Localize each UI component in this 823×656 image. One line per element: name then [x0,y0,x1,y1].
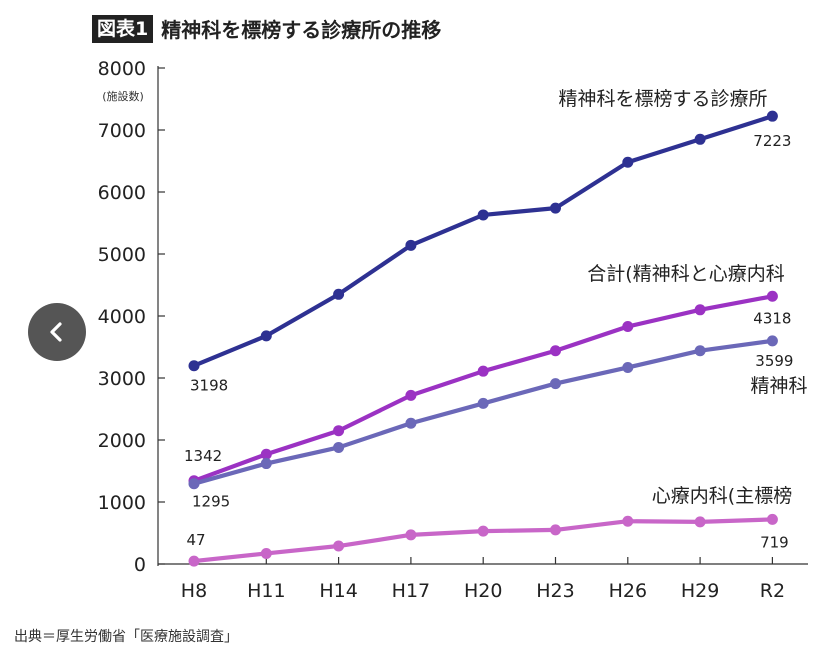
data-point [333,288,345,300]
data-point [188,555,200,567]
data-point [622,156,634,168]
data-point [622,515,634,527]
series-line [193,338,773,486]
data-point [550,378,561,390]
data-label: 3599 [755,352,793,370]
y-tick-label: 4000 [98,306,146,328]
data-point [477,397,489,409]
series-name-label: 精神科を標榜する診療所 [558,88,767,110]
y-tick-label: 2000 [98,430,146,452]
x-tick-label: R2 [760,580,785,602]
x-tick-label: H8 [181,580,207,602]
data-point [766,110,778,122]
x-tick-label: H11 [247,580,285,602]
data-point [694,516,706,528]
series-name-label: 心療内科(主標榜 [652,485,792,507]
series-name-label: 合計(精神科と心療内科 [587,263,784,285]
data-label: 1295 [192,493,230,511]
data-label: 1342 [184,447,222,465]
x-tick-label: H20 [464,580,502,602]
data-point [550,345,561,357]
back-button[interactable] [28,303,86,361]
data-point [405,389,417,401]
x-tick-label: H29 [681,580,719,602]
data-point [694,345,706,357]
y-tick-label: 7000 [98,120,146,142]
y-tick-label: 1000 [98,492,146,514]
data-point [766,290,778,302]
data-point [260,547,272,559]
data-point [188,478,200,490]
y-tick-label: 5000 [98,244,146,266]
data-label: 47 [186,531,205,549]
y-tick-label: 3000 [98,368,146,390]
data-point [260,448,272,460]
data-point [550,202,561,214]
series-line [193,114,774,368]
data-point [260,458,272,470]
data-point [622,321,634,333]
data-point [405,239,417,251]
y-axis-unit-label: (施設数) [102,89,144,103]
data-point [766,335,778,347]
data-point [405,529,417,541]
data-point [622,361,634,373]
figure-badge: 図表1 [92,14,154,43]
y-tick-label: 0 [134,554,146,576]
data-label: 719 [760,533,789,551]
data-point [550,524,561,536]
data-point [333,441,345,453]
series-name-label: 精神科 [750,375,807,397]
data-point [694,133,706,145]
data-point [477,525,489,537]
chart-title: 精神科を標榜する診療所の推移 [161,18,442,42]
line-chart: 0 1000 2000 3000 4000 5000 6000 7000 8000 (施設数) H8… [98,58,808,602]
x-tick-label: H23 [536,580,574,602]
data-label: 3198 [190,377,228,395]
chart-header: 図表1 精神科を標榜する診療所の推移 [92,14,441,43]
data-point [405,417,417,429]
x-tick-label: H17 [392,580,430,602]
x-tick-label: H14 [319,580,357,602]
data-point [477,209,489,221]
data-point [333,425,345,437]
data-point [260,330,272,342]
series-line [193,294,773,483]
chevron-left-icon [50,322,62,342]
data-point [188,360,200,372]
data-point [333,540,345,552]
source-note: 出典＝厚生労働省「医療施設調査」 [14,629,238,645]
y-tick-label: 6000 [98,182,146,204]
data-point [477,365,489,377]
data-label: 7223 [753,132,791,150]
data-label: 4318 [753,309,791,327]
y-tick-label: 8000 [98,58,146,80]
x-tick-label: H26 [609,580,647,602]
data-point [694,304,706,316]
data-point [766,513,778,525]
